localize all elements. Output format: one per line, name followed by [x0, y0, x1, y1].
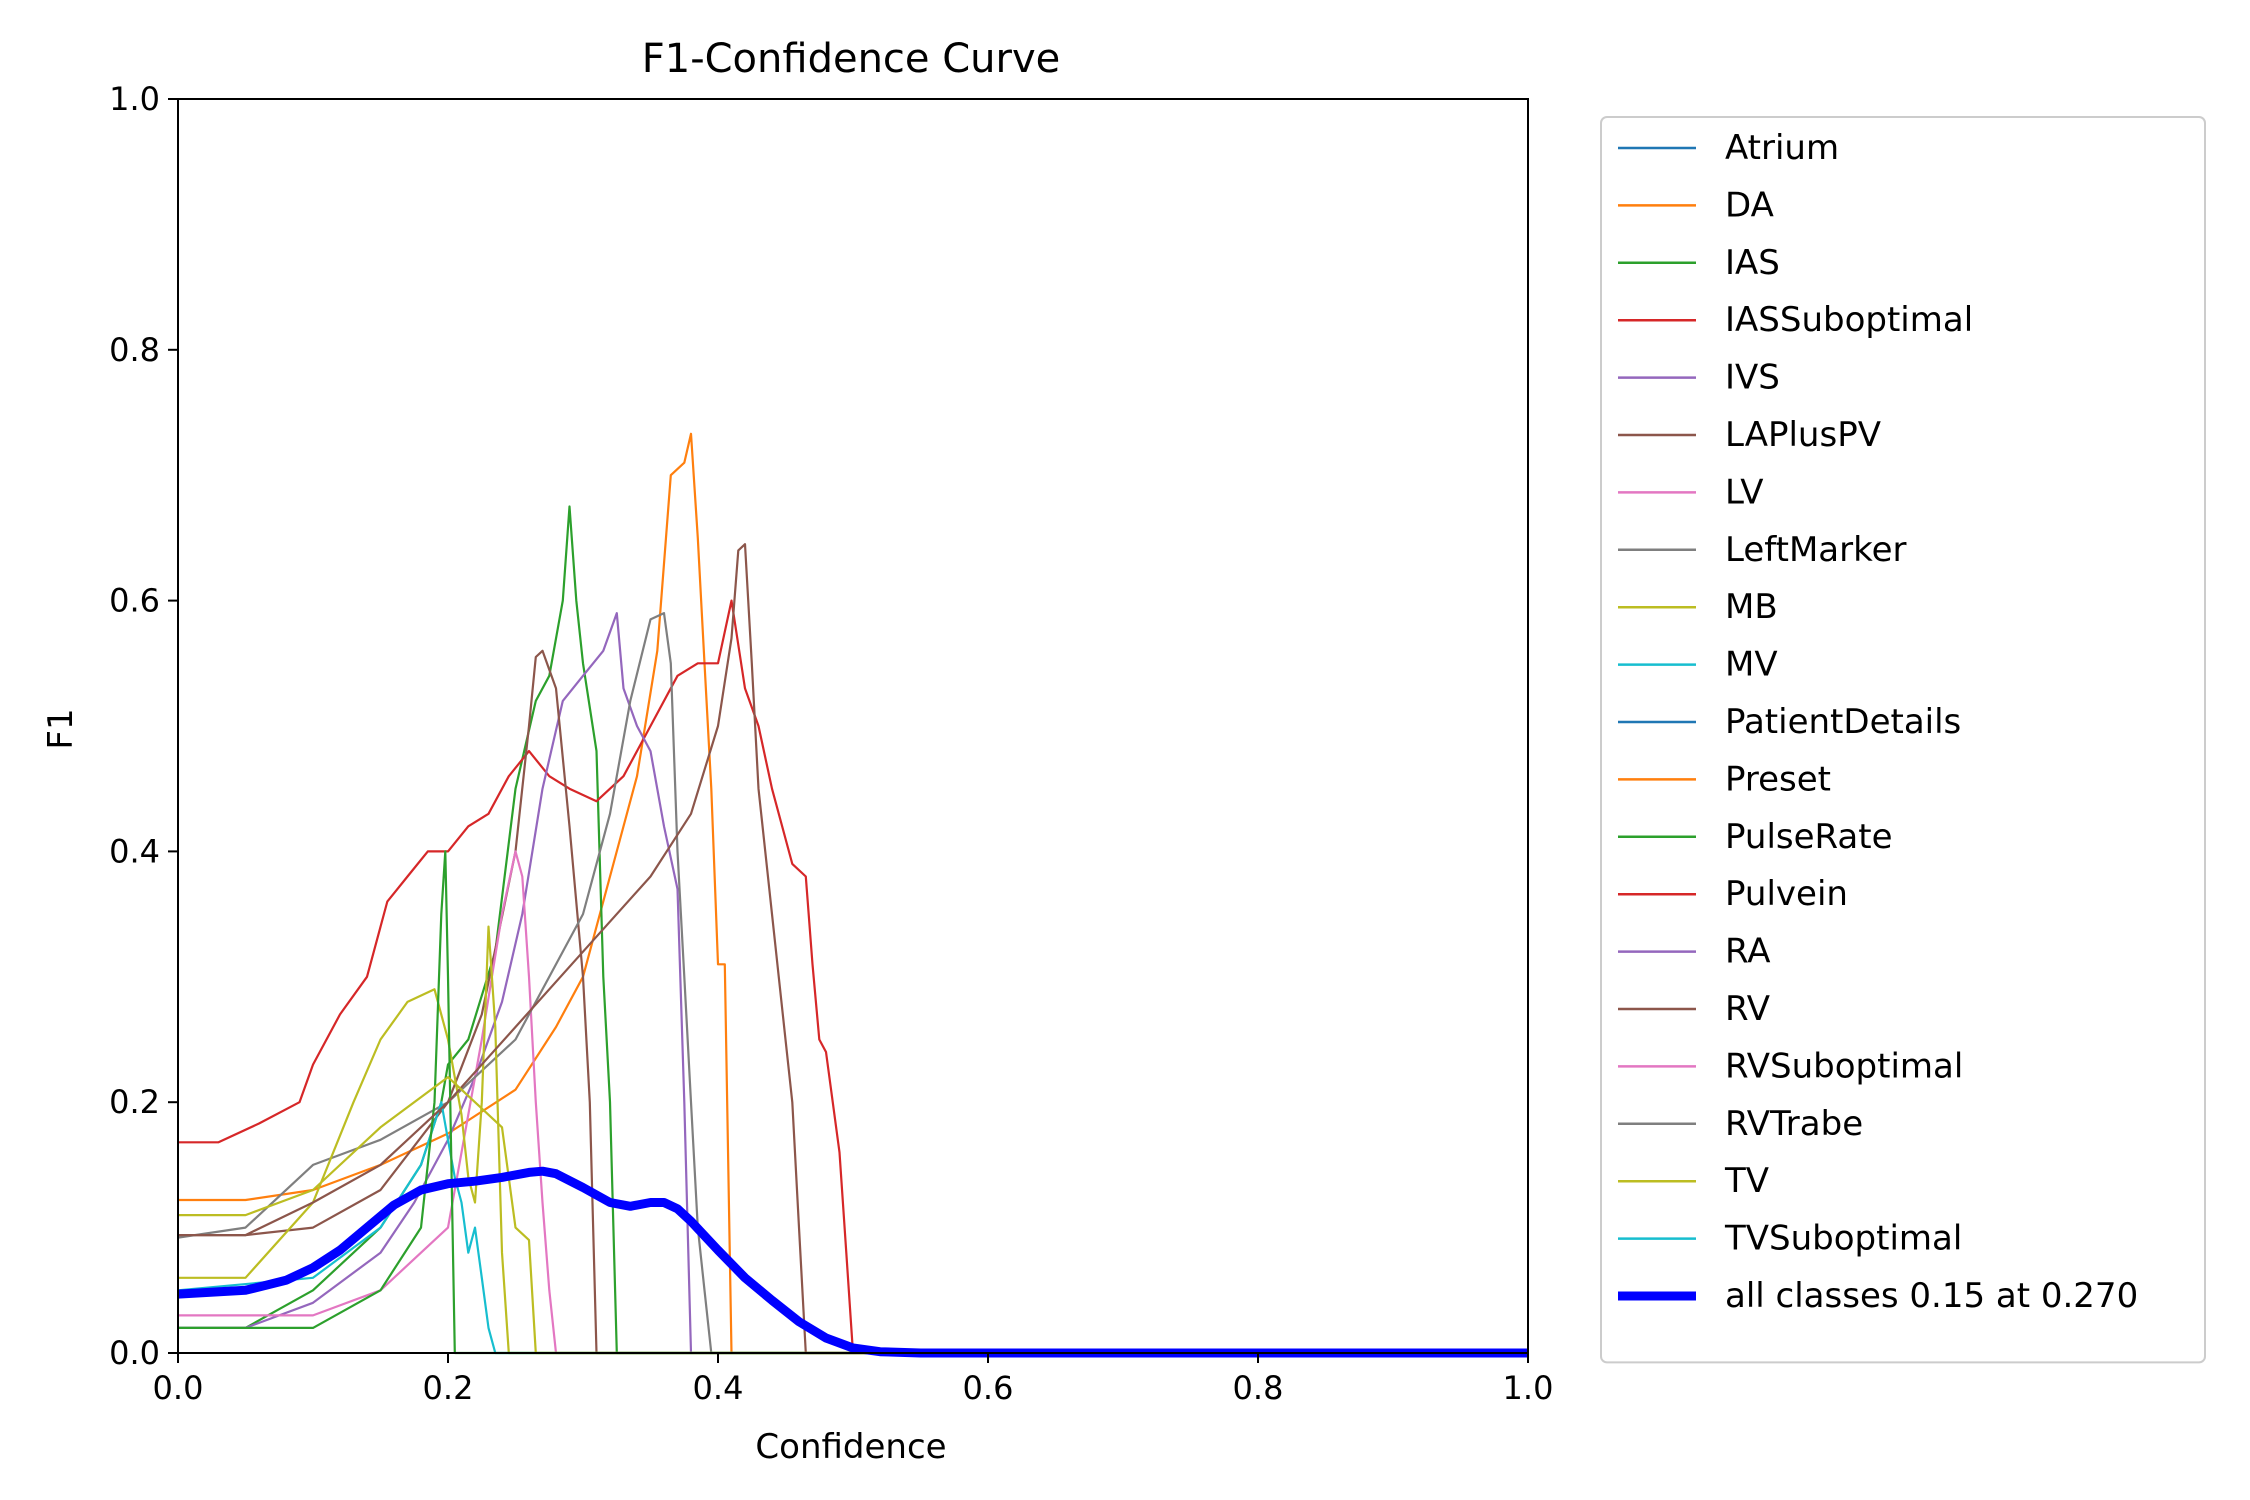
- legend-label-2: IAS: [1725, 243, 1780, 283]
- legend-label-9: MV: [1725, 645, 1778, 685]
- y-tick-label: 0.0: [109, 1334, 160, 1372]
- legend-label-1: DA: [1725, 185, 1774, 225]
- x-tick-label: 0.6: [963, 1369, 1014, 1407]
- x-tick-label: 0.8: [1233, 1369, 1284, 1407]
- y-tick-label: 0.4: [109, 832, 160, 870]
- series-line-4: [178, 612, 1528, 1355]
- x-tick-label: 1.0: [1503, 1369, 1554, 1407]
- plot-area: [177, 432, 1528, 1358]
- legend-label-7: LeftMarker: [1725, 530, 1907, 570]
- legend-label-14: RA: [1725, 932, 1771, 972]
- x-tick-label: 0.2: [423, 1369, 474, 1407]
- x-axis-label: Confidence: [755, 1427, 946, 1467]
- y-axis-label: F1: [41, 708, 81, 749]
- legend-label-11: Preset: [1725, 759, 1831, 799]
- legend-label-3: IASSuboptimal: [1725, 300, 1973, 340]
- series-line-5: [178, 649, 1528, 1355]
- series-line-18: [178, 1076, 1528, 1355]
- plot-frame: [177, 98, 1529, 1354]
- x-tick-label: 0.0: [153, 1369, 204, 1407]
- legend-label-17: RVTrabe: [1725, 1104, 1863, 1144]
- legend-label-8: MB: [1725, 587, 1778, 627]
- legend-label-10: PatientDetails: [1725, 702, 1961, 742]
- legend-label-4: IVS: [1725, 358, 1780, 398]
- series-line-12: [178, 850, 1528, 1355]
- legend-label-6: LV: [1725, 472, 1763, 512]
- chart-title: F1-Confidence Curve: [642, 36, 1061, 82]
- y-tick-label: 1.0: [109, 80, 160, 118]
- series-line-20: [177, 1166, 1528, 1358]
- series-line-15: [178, 543, 1528, 1355]
- y-tick-label: 0.6: [109, 582, 160, 620]
- legend: Atrium DA IAS IASSuboptimal IVS LAPlusPV LV Lef…: [1600, 116, 2206, 1364]
- series-line-8: [178, 925, 1528, 1355]
- series-line-9: [177, 1101, 1528, 1355]
- legend-label-19: TVSuboptimal: [1724, 1219, 1962, 1259]
- legend-label-20: all classes 0.15 at 0.270: [1725, 1276, 2138, 1316]
- x-tick-label: 0.4: [693, 1369, 744, 1407]
- legend-label-0: Atrium: [1725, 128, 1839, 168]
- legend-label-12: PulseRate: [1725, 817, 1893, 857]
- legend-box: [1600, 116, 2206, 1364]
- y-tick-label: 0.2: [109, 1083, 160, 1121]
- axes: 0.0 0.2 0.4 0.6 0.8 1.0 0.0 0.2 0.4 0.6 0.8 1.0: [109, 80, 1553, 1407]
- legend-label-5: LAPlusPV: [1725, 415, 1881, 455]
- legend-label-18: TV: [1724, 1161, 1769, 1201]
- series-line-6: [178, 850, 1528, 1355]
- legend-label-15: RV: [1725, 989, 1770, 1029]
- series-line-1: [178, 432, 1528, 1355]
- series-line-3: [178, 599, 1528, 1355]
- legend-label-16: RVSuboptimal: [1725, 1046, 1963, 1086]
- y-tick-label: 0.8: [109, 331, 160, 369]
- legend-label-13: Pulvein: [1725, 874, 1848, 914]
